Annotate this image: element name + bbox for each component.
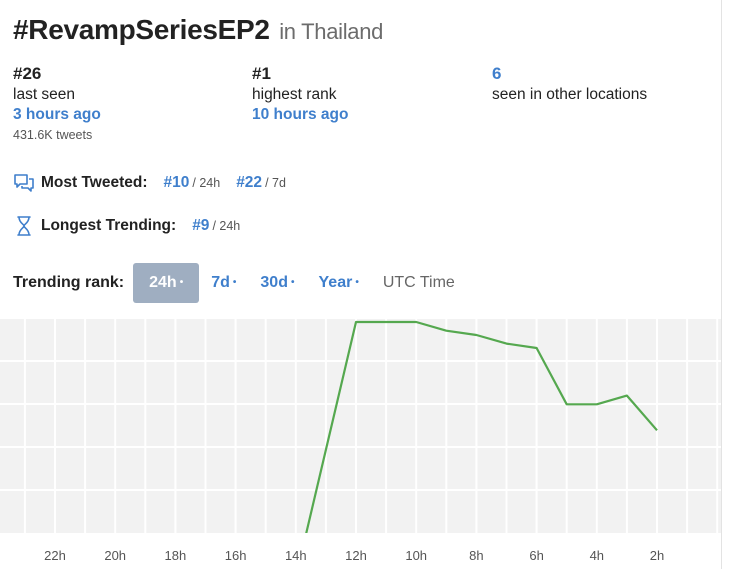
most-tweeted-7d-rank[interactable]: #22: [236, 174, 263, 191]
x-tick-label: 6h: [529, 548, 543, 563]
chart-background: [0, 319, 721, 533]
most-tweeted-label: Most Tweeted:: [41, 174, 148, 191]
other-locations-stat: 6 seen in other locations: [492, 64, 647, 106]
other-locations-count[interactable]: 6: [492, 64, 502, 83]
x-tick-label: 16h: [225, 548, 247, 563]
longest-trending-period: / 24h: [212, 219, 241, 233]
utc-time-toggle[interactable]: UTC Time: [382, 274, 455, 291]
panel-border: [721, 0, 722, 569]
x-tick-label: 4h: [590, 548, 604, 563]
longest-trending-label: Longest Trending:: [41, 217, 177, 234]
tab-30d[interactable]: 30d •: [260, 274, 295, 291]
hashtag: #RevampSeriesEP2: [13, 14, 270, 45]
longest-trending-row: Longest Trending: #9 / 24h: [13, 215, 256, 237]
most-tweeted-24h-rank[interactable]: #10: [163, 174, 190, 191]
current-rank-label: last seen: [13, 86, 76, 103]
x-tick-label: 10h: [405, 548, 427, 563]
x-tick-label: 2h: [650, 548, 664, 563]
longest-trending-rank[interactable]: #9: [192, 217, 210, 234]
x-tick-label: 20h: [104, 548, 126, 563]
location: in Thailand: [279, 19, 384, 44]
highest-rank-time[interactable]: 10 hours ago: [252, 106, 349, 123]
x-tick-label: 14h: [285, 548, 307, 563]
highest-rank-stat: #1 highest rank 10 hours ago: [252, 64, 348, 124]
current-rank-stat: #26 last seen 3 hours ago 431.6K tweets: [13, 64, 101, 142]
current-rank: #26: [13, 64, 42, 83]
page-title: #RevampSeriesEP2 in Thailand: [13, 14, 383, 46]
most-tweeted-7d-period: / 7d: [265, 176, 286, 190]
rank-line: [305, 320, 658, 533]
trending-rank-label: Trending rank:: [13, 274, 125, 291]
last-seen-time[interactable]: 3 hours ago: [13, 106, 101, 123]
other-locations-label: seen in other locations: [492, 86, 648, 103]
chart-grid: [0, 319, 721, 533]
tab-24h[interactable]: 24h •: [133, 263, 200, 303]
x-tick-label: 12h: [345, 548, 367, 563]
highest-rank-label: highest rank: [252, 86, 337, 103]
tab-7d[interactable]: 7d •: [211, 274, 237, 291]
rank-chart: 22h 20h 18h 16h 14h 12h 10h 8h 6h 4h 2h: [0, 319, 721, 563]
tweet-count: 431.6K tweets: [13, 128, 93, 142]
chart-x-ticks: 22h 20h 18h 16h 14h 12h 10h 8h 6h 4h 2h: [44, 548, 664, 563]
tab-year[interactable]: Year •: [318, 274, 359, 291]
highest-rank: #1: [252, 64, 271, 83]
x-tick-label: 8h: [469, 548, 483, 563]
x-tick-label: 22h: [44, 548, 66, 563]
x-tick-label: 18h: [165, 548, 187, 563]
trending-rank-tabs: Trending rank: 24h • 7d • 30d • Year • UTC T…: [13, 263, 467, 303]
hourglass-icon: [17, 216, 31, 236]
most-tweeted-24h-period: / 24h: [192, 176, 221, 190]
chat-bubbles-icon: [14, 174, 34, 192]
most-tweeted-row: Most Tweeted: #10 / 24h #22 / 7d: [13, 173, 302, 193]
